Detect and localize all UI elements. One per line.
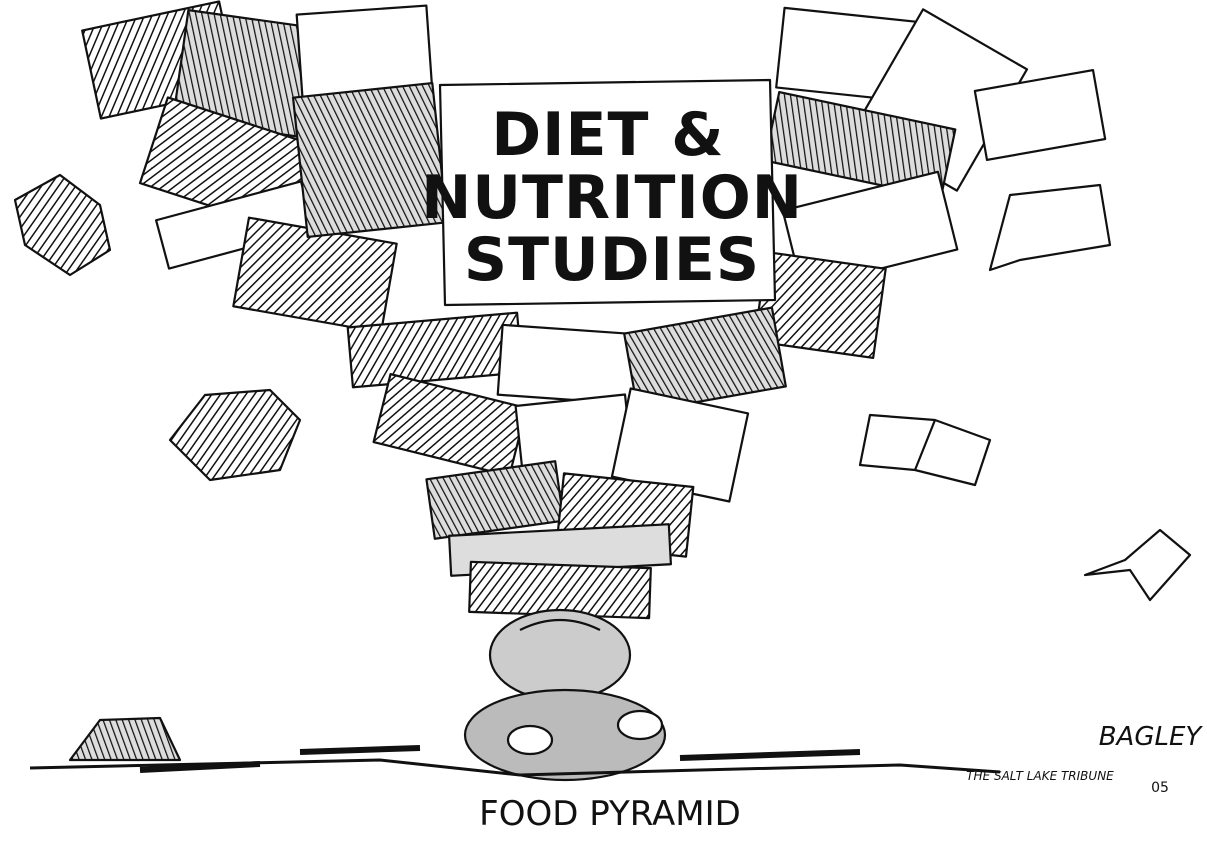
sign-line: NUTRITION <box>421 163 803 233</box>
caption: FOOD PYRAMID <box>479 794 741 834</box>
signature-year: 05 <box>1151 780 1169 796</box>
figure-foot <box>618 711 662 739</box>
figure-foot <box>508 726 552 754</box>
signature-artist: BAGLEY <box>1099 722 1204 752</box>
sign: DIET & NUTRITION STUDIES <box>421 80 803 305</box>
page: DIET & NUTRITION STUDIES BAGLEY THE SALT… <box>0 0 1207 841</box>
figure-torso <box>490 610 630 700</box>
cartoon: DIET & NUTRITION STUDIES BAGLEY THE SALT… <box>0 0 1207 841</box>
sign-line: STUDIES <box>464 225 760 295</box>
signature-publisher: THE SALT LAKE TRIBUNE <box>966 769 1114 783</box>
sign-line: DIET & <box>491 100 724 170</box>
